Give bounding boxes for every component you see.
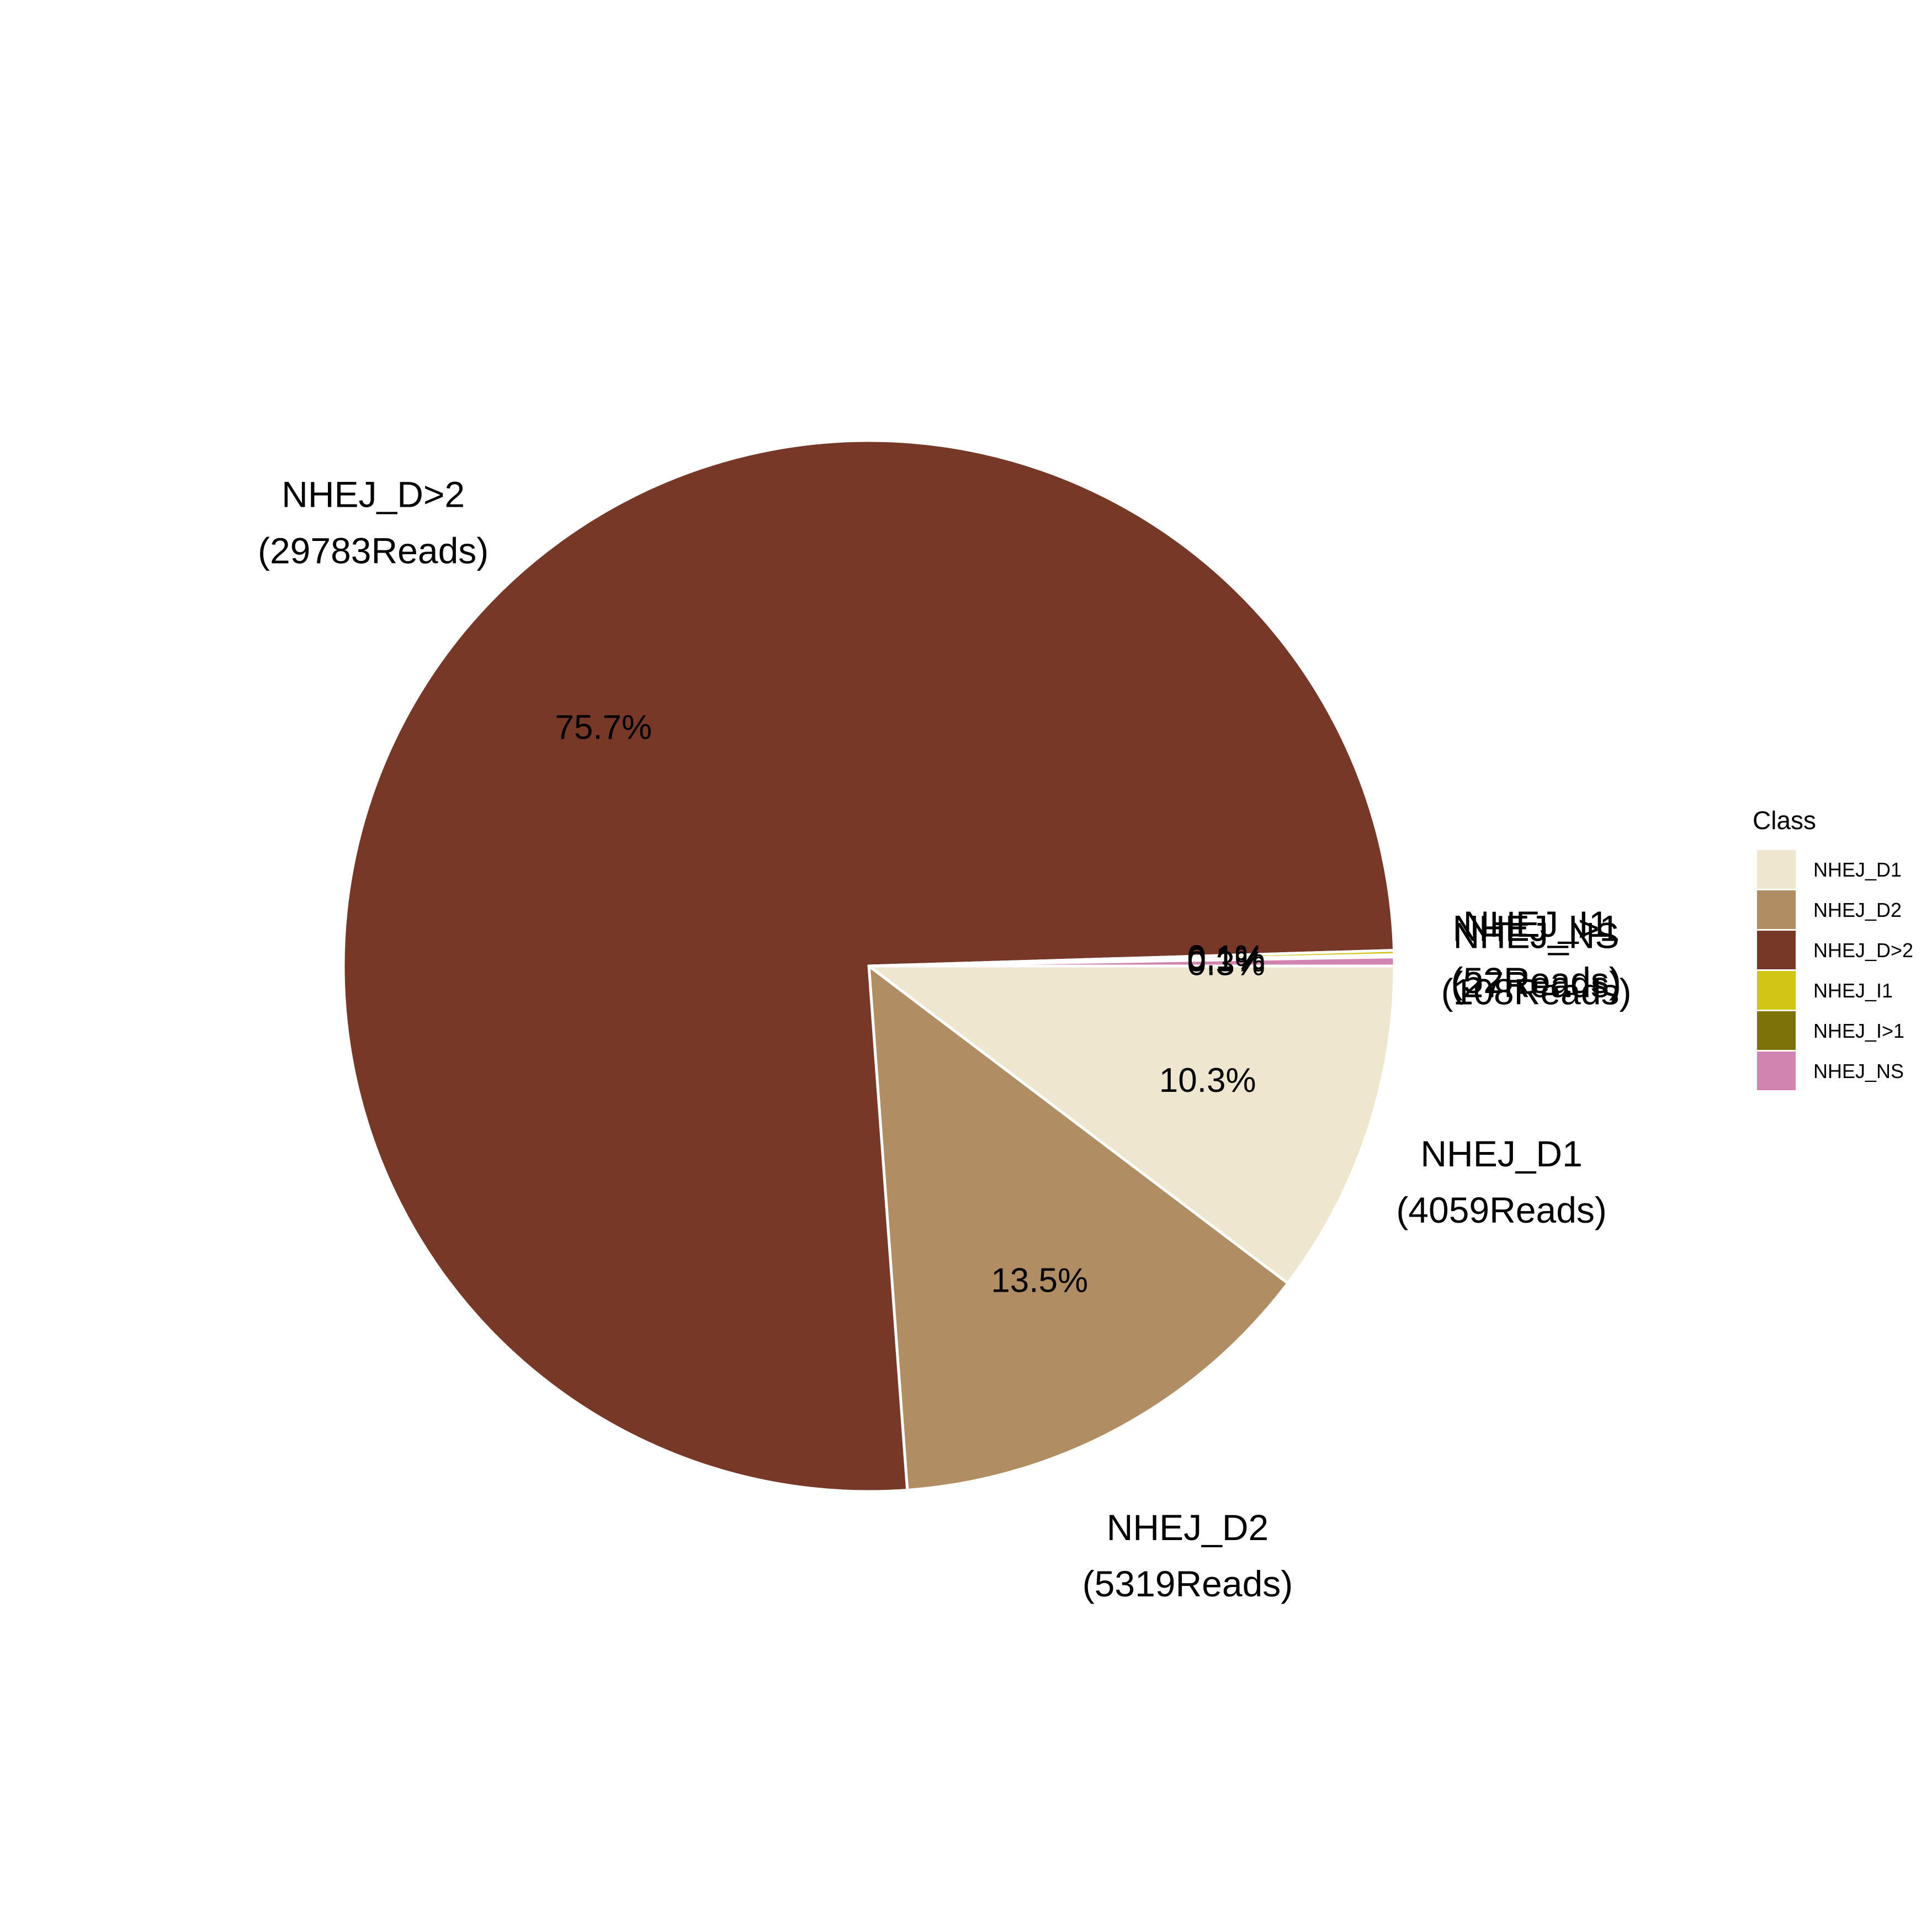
legend-label-3: NHEJ_I1 <box>1813 979 1893 1002</box>
pie-slice-5 <box>868 956 1396 968</box>
legend-key-0 <box>1757 850 1796 889</box>
legend-label-1: NHEJ_D2 <box>1813 899 1902 921</box>
legend-key-5 <box>1757 1052 1796 1090</box>
category-label-4: NHEJ_I>1 <box>1452 908 1620 949</box>
reads-label-2: (29783Reads) <box>258 530 489 571</box>
percent-label-2: 75.7% <box>555 708 652 746</box>
legend-key-2 <box>1757 931 1796 969</box>
legend-key-3 <box>1757 971 1796 1010</box>
legend-title: Class <box>1753 806 1816 835</box>
legend-label-0: NHEJ_D1 <box>1813 858 1902 881</box>
category-label-5: NHEJ_NS <box>1453 915 1620 956</box>
category-label-2: NHEJ_D>2 <box>282 474 465 514</box>
percent-label-1: 13.5% <box>991 1262 1088 1300</box>
pie-slices <box>342 439 1396 1493</box>
category-label-0: NHEJ_D1 <box>1420 1133 1582 1174</box>
percent-label-3: 0.1% <box>1187 938 1265 976</box>
category-labels: NHEJ_D1 (4059Reads) NHEJ_D2 (5319Reads) NHEJ… <box>258 474 1631 1604</box>
percent-label-4: 0.1% <box>1187 941 1265 979</box>
legend-label-2: NHEJ_D>2 <box>1813 939 1913 962</box>
legend-key-1 <box>1757 890 1796 929</box>
pie-slice-2 <box>342 439 1396 1493</box>
percent-labels: 10.3%13.5%75.7%0.1%0.1%0.3% <box>555 708 1265 1299</box>
reads-label-5: (108Reads) <box>1441 972 1632 1012</box>
reads-label-4: (27Reads) <box>1451 964 1621 1005</box>
percent-label-0: 10.3% <box>1159 1061 1256 1100</box>
reads-label-3: (52Reads) <box>1451 960 1621 1001</box>
legend-label-5: NHEJ_NS <box>1813 1060 1904 1082</box>
pie-slice-1 <box>867 963 1290 1492</box>
legend: Class NHEJ_D1 NHEJ_D2 NHEJ_D>2 NHEJ_I1 NHEJ_… <box>1753 806 1913 1090</box>
legend-label-4: NHEJ_I>1 <box>1813 1020 1904 1042</box>
category-label-1: NHEJ_D2 <box>1107 1507 1268 1548</box>
reads-label-1: (5319Reads) <box>1082 1563 1293 1604</box>
percent-label-5: 0.3% <box>1187 944 1265 983</box>
reads-label-0: (4059Reads) <box>1396 1190 1607 1230</box>
legend-key-4 <box>1757 1011 1796 1050</box>
category-label-3: NHEJ_I1 <box>1463 904 1609 944</box>
pie-slice-0 <box>864 964 1396 1286</box>
